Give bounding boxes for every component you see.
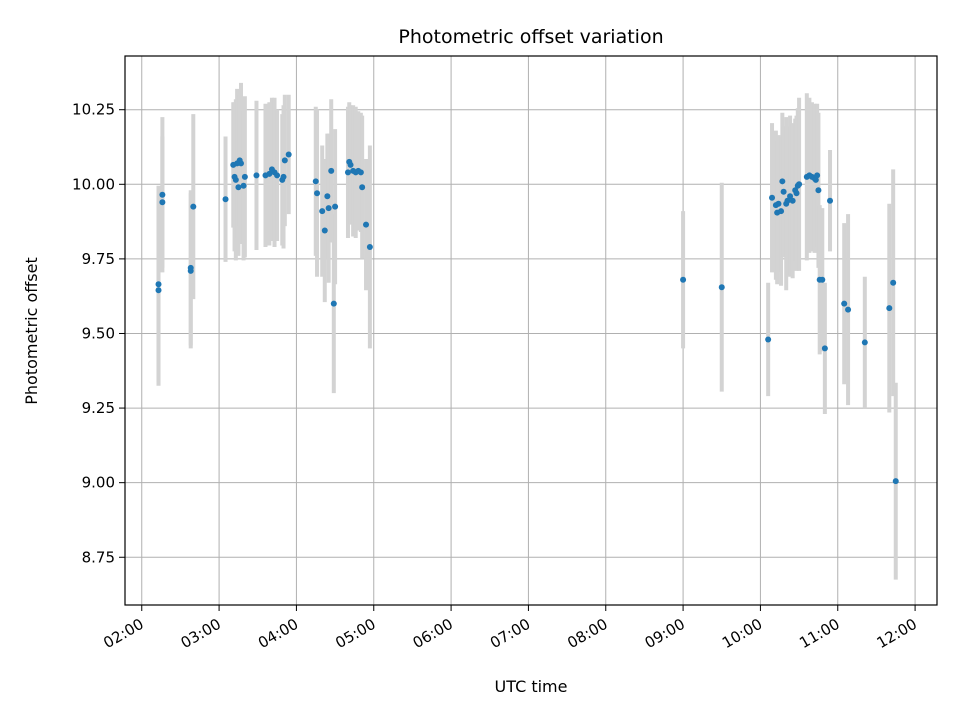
data-point bbox=[238, 160, 244, 167]
data-point bbox=[841, 300, 848, 307]
data-point bbox=[241, 173, 248, 180]
data-point bbox=[240, 182, 247, 189]
data-point bbox=[796, 181, 803, 188]
data-point bbox=[187, 264, 194, 271]
data-point bbox=[789, 197, 796, 204]
y-tick-label: 9.50 bbox=[82, 324, 115, 342]
data-point bbox=[325, 205, 332, 212]
data-point bbox=[312, 178, 319, 185]
data-point bbox=[815, 187, 822, 194]
y-tick-label: 10.25 bbox=[72, 101, 115, 119]
data-point bbox=[814, 172, 821, 179]
data-point bbox=[357, 169, 364, 176]
y-axis-label: Photometric offset bbox=[22, 257, 41, 405]
data-point bbox=[890, 279, 897, 286]
data-point bbox=[718, 284, 725, 291]
data-point bbox=[821, 345, 828, 352]
data-point bbox=[324, 193, 331, 200]
data-point bbox=[819, 276, 826, 283]
grid bbox=[125, 56, 937, 605]
data-point bbox=[793, 190, 800, 197]
data-point bbox=[190, 203, 197, 210]
data-point bbox=[330, 300, 337, 307]
chart-title: Photometric offset variation bbox=[398, 26, 663, 48]
data-point bbox=[778, 208, 785, 215]
data-point bbox=[359, 184, 366, 191]
data-point bbox=[314, 190, 321, 197]
y-tick-label: 9.25 bbox=[82, 399, 115, 417]
x-axis-label: UTC time bbox=[495, 677, 568, 696]
data-point bbox=[266, 170, 273, 177]
data-point bbox=[159, 199, 166, 206]
y-tick-label: 10.00 bbox=[72, 175, 115, 193]
data-point bbox=[366, 243, 373, 250]
data-point bbox=[780, 188, 787, 195]
data-point bbox=[155, 287, 162, 294]
data-point bbox=[680, 276, 687, 283]
data-point bbox=[253, 172, 260, 179]
data-point bbox=[827, 197, 834, 204]
data-point bbox=[222, 196, 229, 203]
data-point bbox=[155, 281, 162, 288]
y-tick-label: 9.00 bbox=[82, 474, 115, 492]
data-points bbox=[155, 151, 899, 485]
data-point bbox=[328, 167, 335, 174]
data-point bbox=[845, 306, 852, 313]
data-point bbox=[779, 178, 786, 185]
plot-frame bbox=[124, 55, 938, 606]
data-point bbox=[765, 336, 772, 343]
data-point bbox=[347, 161, 354, 168]
data-point bbox=[787, 193, 794, 200]
data-point bbox=[892, 478, 899, 485]
data-point bbox=[285, 151, 292, 158]
data-point bbox=[321, 227, 328, 234]
data-point bbox=[344, 169, 351, 176]
data-point bbox=[886, 305, 893, 312]
data-point bbox=[280, 173, 287, 180]
data-point bbox=[281, 157, 288, 164]
data-point bbox=[784, 197, 791, 204]
data-point bbox=[235, 184, 242, 191]
y-tick-label: 8.75 bbox=[82, 548, 115, 566]
data-point bbox=[363, 221, 370, 228]
data-point bbox=[332, 203, 339, 210]
data-point bbox=[769, 194, 776, 201]
data-point bbox=[861, 339, 868, 346]
data-point bbox=[159, 191, 166, 198]
y-tick-label: 9.75 bbox=[82, 250, 115, 268]
data-point bbox=[274, 172, 281, 179]
data-point bbox=[232, 176, 239, 183]
data-point bbox=[319, 208, 326, 215]
data-point bbox=[775, 200, 782, 207]
